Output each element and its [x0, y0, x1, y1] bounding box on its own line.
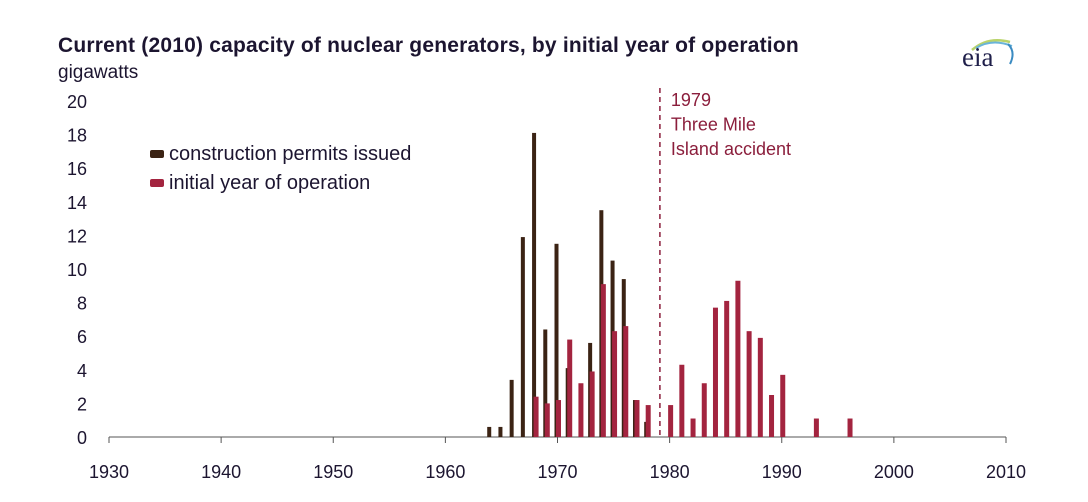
- x-tick-label: 2010: [986, 462, 1026, 482]
- bar-initial-operation: [735, 280, 741, 437]
- bar-initial-operation: [769, 395, 775, 437]
- bar-construction-permits: [520, 237, 525, 437]
- y-tick-label: 10: [67, 260, 87, 280]
- bar-initial-operation: [712, 307, 718, 437]
- series-initial-operation: [533, 280, 853, 437]
- legend-label: initial year of operation: [169, 172, 370, 194]
- y-tick-label: 16: [67, 159, 87, 179]
- bar-initial-operation: [847, 418, 853, 437]
- x-tick-label: 1960: [425, 462, 465, 482]
- y-tick-label: 4: [77, 361, 87, 381]
- y-tick-label: 14: [67, 193, 87, 213]
- annotation-text-line: Island accident: [671, 139, 791, 159]
- bar-initial-operation: [634, 400, 640, 437]
- bar-initial-operation: [701, 383, 707, 437]
- y-axis-unit-label: gigawatts: [58, 62, 139, 83]
- y-tick-label: 6: [77, 327, 87, 347]
- x-axis: 1930 1940 1950 1960 1970 1980 1990 2000 2010: [89, 436, 1026, 482]
- bar-construction-permits: [487, 426, 492, 437]
- x-tick-label: 1970: [537, 462, 577, 482]
- y-tick-label: 12: [67, 226, 87, 246]
- bar-initial-operation: [612, 331, 618, 437]
- x-tick-label: 1930: [89, 462, 129, 482]
- y-tick-label: 18: [67, 126, 87, 146]
- bar-initial-operation: [780, 374, 786, 437]
- y-tick-label: 8: [77, 294, 87, 314]
- bar-initial-operation: [724, 300, 730, 437]
- bar-construction-permits: [554, 243, 559, 437]
- x-tick-label: 1940: [201, 462, 241, 482]
- bar-initial-operation: [746, 331, 752, 437]
- x-tick-label: 1950: [313, 462, 353, 482]
- bar-initial-operation: [668, 405, 674, 437]
- bar-initial-operation: [567, 339, 573, 437]
- bar-initial-operation: [679, 364, 685, 437]
- three-mile-island-annotation: 1979 Three Mile Island accident: [659, 88, 791, 437]
- bar-construction-permits: [498, 426, 503, 437]
- bar-construction-permits: [509, 379, 514, 437]
- y-tick-label: 2: [77, 394, 87, 414]
- bar-initial-operation: [600, 284, 606, 437]
- y-axis: 0 2 4 6 8 10 12 14 16 18 20: [67, 92, 87, 448]
- bar-initial-operation: [645, 405, 651, 437]
- y-tick-label: 0: [77, 428, 87, 448]
- annotation-text-line: Three Mile: [671, 115, 756, 135]
- annotation-text-line: 1979: [671, 90, 711, 110]
- eia-logo-text: eia: [962, 42, 994, 72]
- y-tick-label: 20: [67, 92, 87, 112]
- bar-initial-operation: [813, 418, 819, 437]
- x-tick-label: 1980: [650, 462, 690, 482]
- legend-label: construction permits issued: [169, 143, 411, 165]
- x-tick-label: 1990: [762, 462, 802, 482]
- legend-swatch: [150, 179, 164, 187]
- chart-title: Current (2010) capacity of nuclear gener…: [58, 34, 799, 57]
- bar-initial-operation: [757, 337, 763, 437]
- bar-construction-permits: [543, 329, 548, 437]
- bar-initial-operation: [578, 383, 584, 437]
- eia-swoosh-logo-icon: [971, 39, 1014, 65]
- bar-initial-operation: [556, 400, 561, 437]
- x-tick-label: 2000: [874, 462, 914, 482]
- bar-construction-permits: [532, 132, 537, 438]
- bar-initial-operation: [533, 396, 539, 437]
- bar-initial-operation: [690, 418, 696, 437]
- bar-initial-operation: [589, 371, 595, 437]
- bar-initial-operation: [623, 326, 629, 437]
- legend-swatch: [150, 150, 164, 158]
- legend: construction permits issued initial year …: [150, 143, 411, 194]
- bar-initial-operation: [544, 403, 550, 437]
